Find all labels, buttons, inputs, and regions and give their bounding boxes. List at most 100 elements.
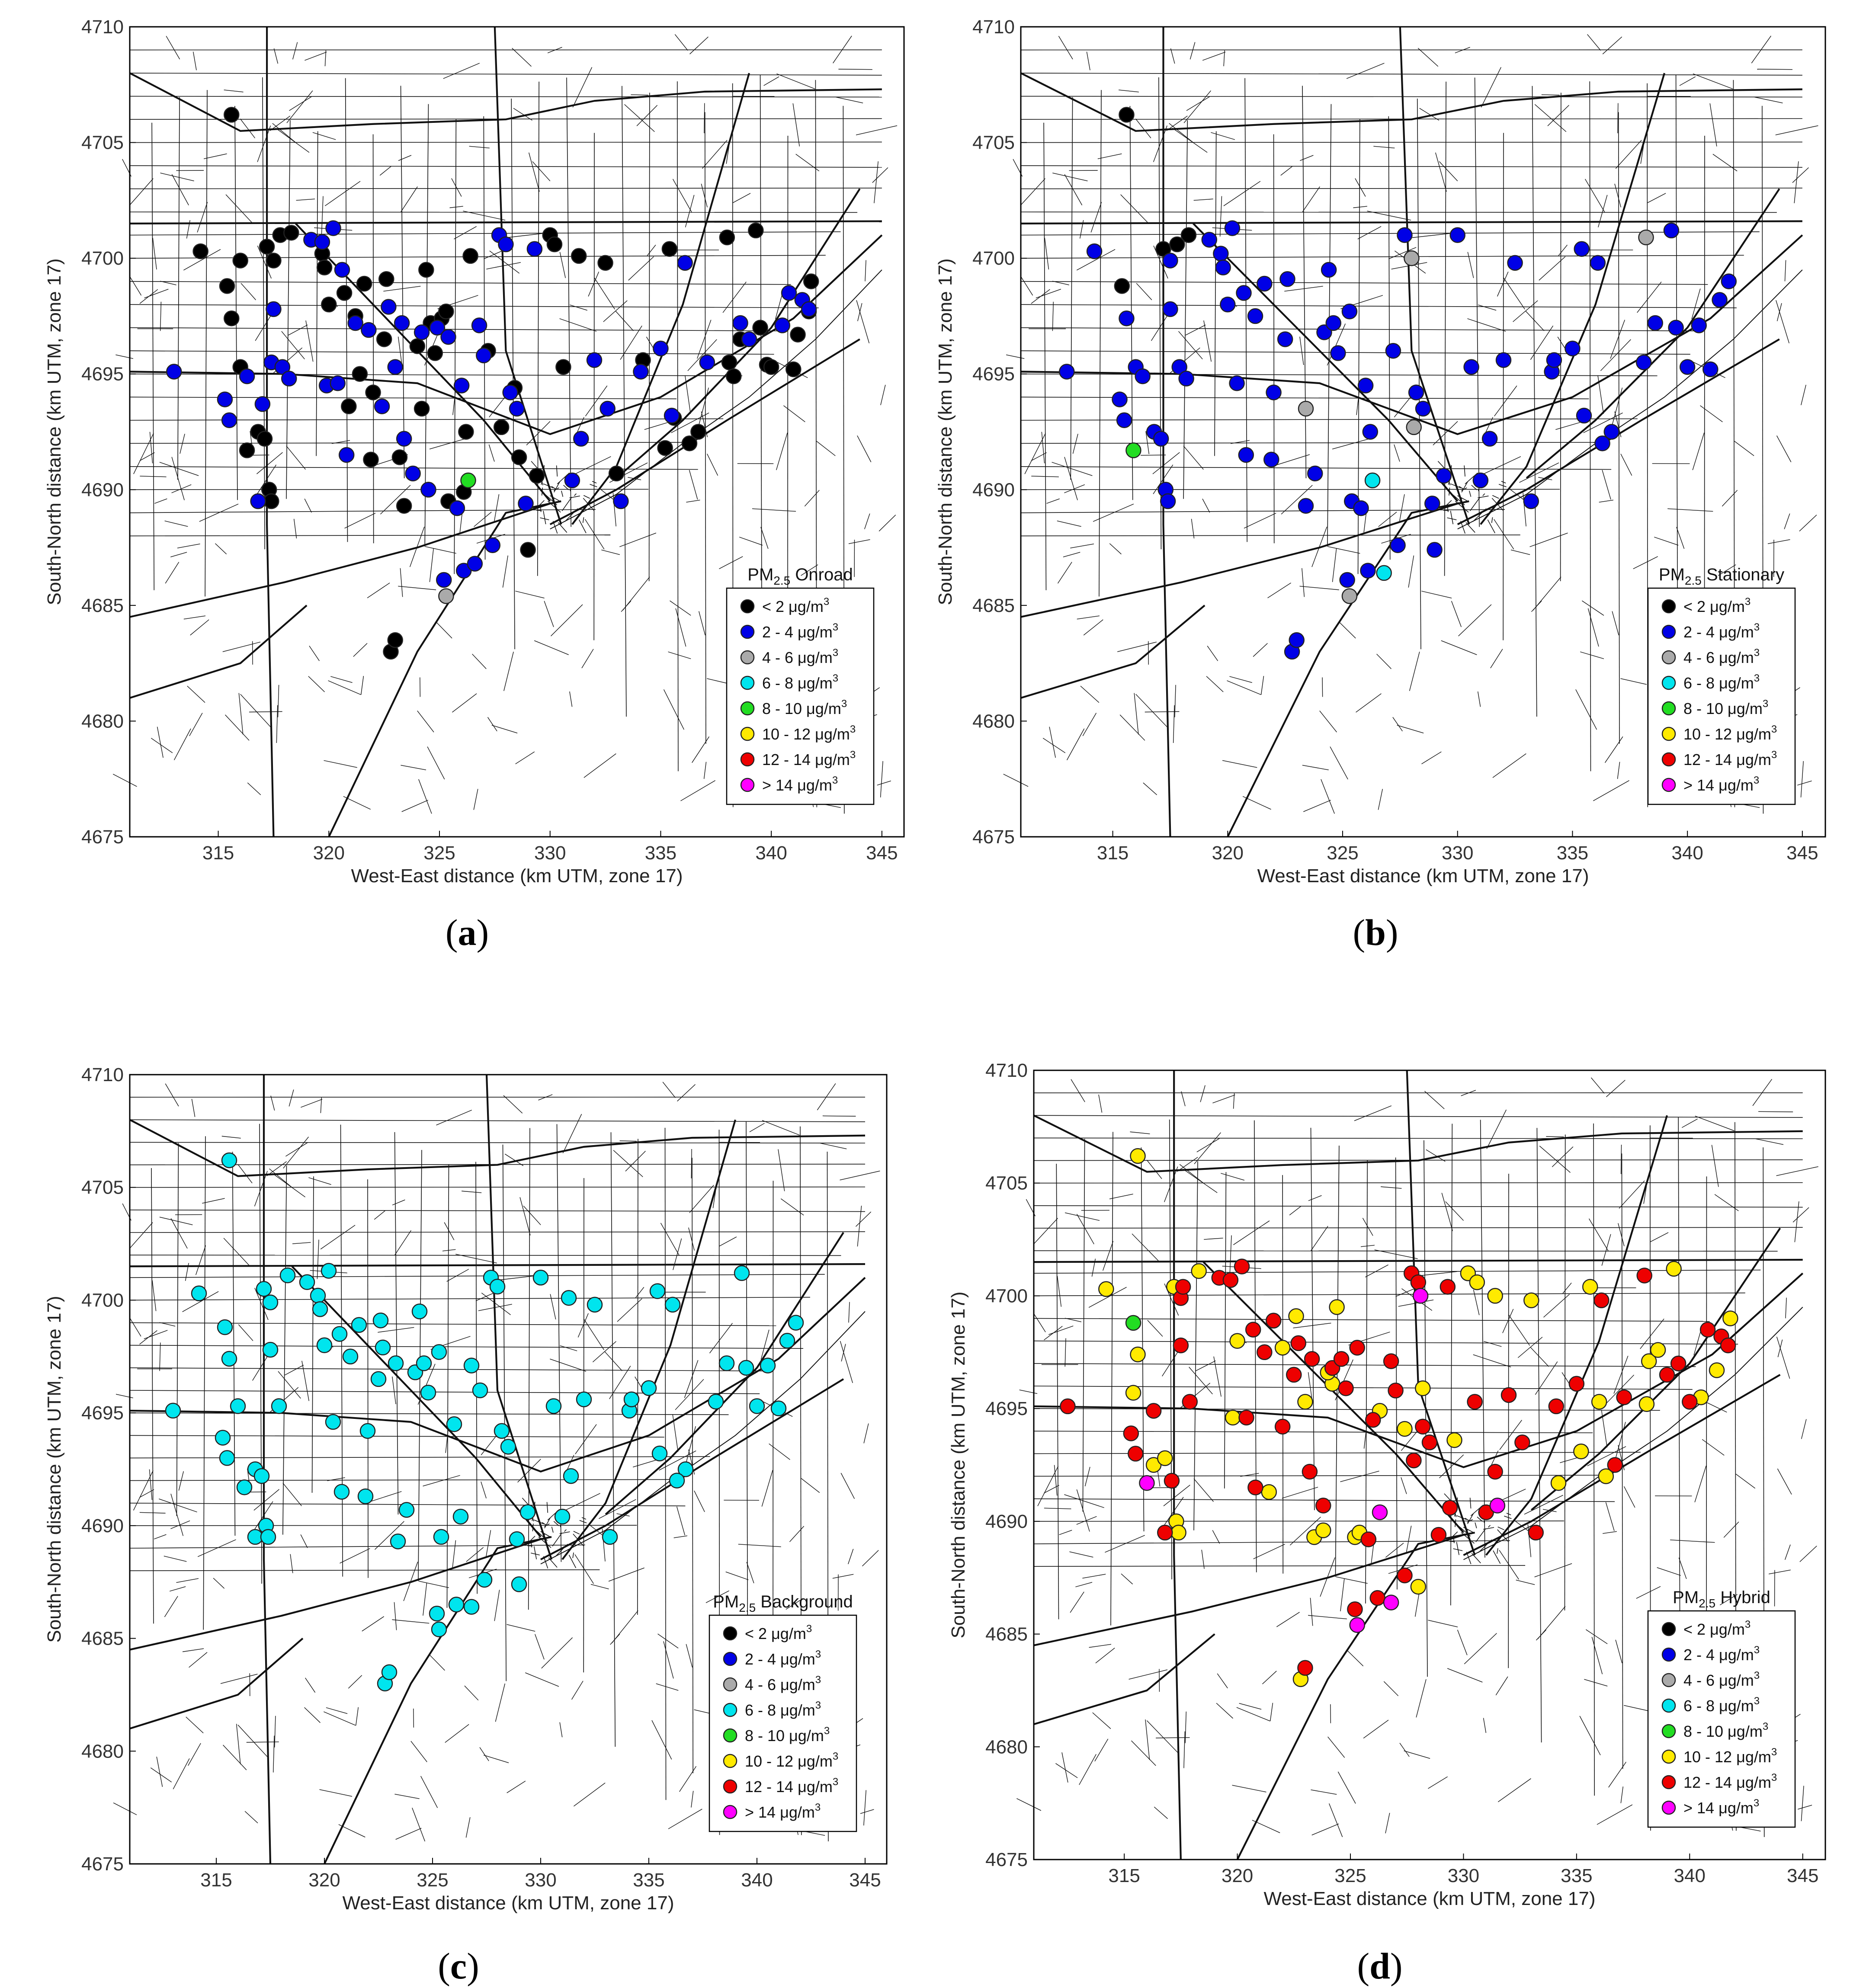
y-axis-title: South-North distance (km UTM, zone 17) (948, 1291, 969, 1638)
y-tick-label: 4710 (81, 1064, 124, 1085)
data-point (1164, 1473, 1180, 1489)
y-tick-label: 4680 (81, 1741, 124, 1762)
data-point (1449, 227, 1465, 243)
y-tick-label: 4700 (81, 248, 124, 269)
data-point (779, 1333, 795, 1349)
data-point (1225, 1409, 1241, 1426)
y-tick-label: 4690 (972, 479, 1015, 500)
data-point (1201, 232, 1218, 248)
data-point (1376, 565, 1392, 581)
data-point (1659, 1367, 1675, 1383)
data-point (1427, 542, 1443, 558)
data-point (458, 424, 474, 440)
data-point (1424, 496, 1440, 512)
data-point (396, 431, 412, 447)
legend-title: PM2.5 Background (713, 1592, 853, 1614)
legend-entry: < 2 μg/m3 (1683, 596, 1751, 615)
legend-entry: > 14 μg/m3 (1683, 1797, 1759, 1817)
data-point (1229, 1333, 1245, 1349)
data-point (239, 442, 255, 458)
data-point (519, 1504, 536, 1520)
data-point (1116, 412, 1132, 428)
data-point (1347, 1601, 1363, 1617)
data-point (1135, 368, 1151, 384)
data-point (1125, 442, 1141, 458)
data-point (1598, 1468, 1614, 1484)
data-point (1679, 359, 1696, 375)
data-point (166, 364, 182, 380)
series-0 (192, 107, 819, 660)
legend-entry: 2 - 4 μg/m3 (1683, 621, 1760, 641)
data-point (351, 1317, 367, 1333)
legend-entry: 10 - 12 μg/m3 (1683, 723, 1777, 743)
legend-marker (1661, 752, 1676, 767)
data-point (219, 1450, 235, 1466)
data-point (381, 299, 397, 315)
x-tick-label: 340 (755, 842, 787, 864)
data-point (1297, 1394, 1313, 1410)
data-point (312, 1301, 328, 1317)
x-tick-label: 345 (849, 1870, 881, 1891)
data-point (463, 1599, 480, 1615)
data-point (1440, 1279, 1456, 1295)
y-tick-label: 4705 (81, 1177, 124, 1198)
data-point (1397, 1421, 1413, 1437)
data-point (460, 472, 476, 489)
legend-entry: > 14 μg/m3 (1683, 775, 1759, 794)
data-point (1114, 278, 1130, 294)
legend-marker (723, 1677, 737, 1692)
data-point (471, 317, 487, 333)
data-point (1119, 311, 1135, 327)
series-1 (166, 220, 817, 588)
data-point (1590, 255, 1606, 271)
data-point (271, 1398, 287, 1414)
data-point (436, 572, 452, 588)
data-point (1157, 1524, 1173, 1541)
data-point (316, 1337, 333, 1353)
data-point (1641, 1353, 1657, 1369)
data-point (1616, 1389, 1632, 1405)
y-tick-label: 4705 (985, 1173, 1028, 1194)
data-point (1638, 229, 1654, 246)
data-point (1565, 340, 1581, 357)
x-tick-label: 320 (313, 842, 345, 864)
data-point (338, 447, 355, 463)
data-point (221, 1152, 237, 1168)
data-point (232, 253, 248, 269)
data-point (440, 329, 456, 345)
panel-label: (b) (1353, 912, 1398, 953)
data-point (463, 1357, 480, 1373)
data-point (641, 1380, 657, 1396)
data-point (699, 354, 715, 371)
data-point (801, 301, 817, 317)
y-tick-label: 4675 (972, 826, 1015, 848)
data-point (1130, 1346, 1146, 1363)
data-point (1573, 1443, 1589, 1460)
legend-marker (740, 675, 755, 690)
data-point (472, 1382, 488, 1399)
legend-marker (1661, 624, 1676, 639)
data-point (1523, 1292, 1539, 1309)
legend-entry: 10 - 12 μg/m3 (745, 1751, 838, 1770)
legend-marker (723, 1779, 737, 1794)
data-point (376, 331, 392, 347)
data-point (677, 1461, 694, 1477)
data-point (462, 248, 478, 264)
data-point (1636, 1268, 1652, 1284)
data-point (600, 400, 616, 417)
data-point (657, 440, 673, 456)
data-point (396, 498, 412, 514)
data-point (1691, 317, 1707, 333)
data-point (1098, 1281, 1114, 1297)
x-tick-label: 345 (1786, 842, 1818, 864)
data-point (1333, 1351, 1350, 1367)
data-point (1682, 1394, 1698, 1410)
data-point (1245, 1322, 1261, 1338)
road-network (113, 1074, 880, 1864)
data-point (532, 1270, 549, 1286)
legend-entry: 6 - 8 μg/m3 (745, 1700, 821, 1719)
legend-box (1647, 1610, 1796, 1828)
y-tick-label: 4705 (972, 132, 1015, 154)
x-axis-title: West-East distance (km UTM, zone 17) (343, 1892, 674, 1914)
data-point (597, 255, 613, 271)
